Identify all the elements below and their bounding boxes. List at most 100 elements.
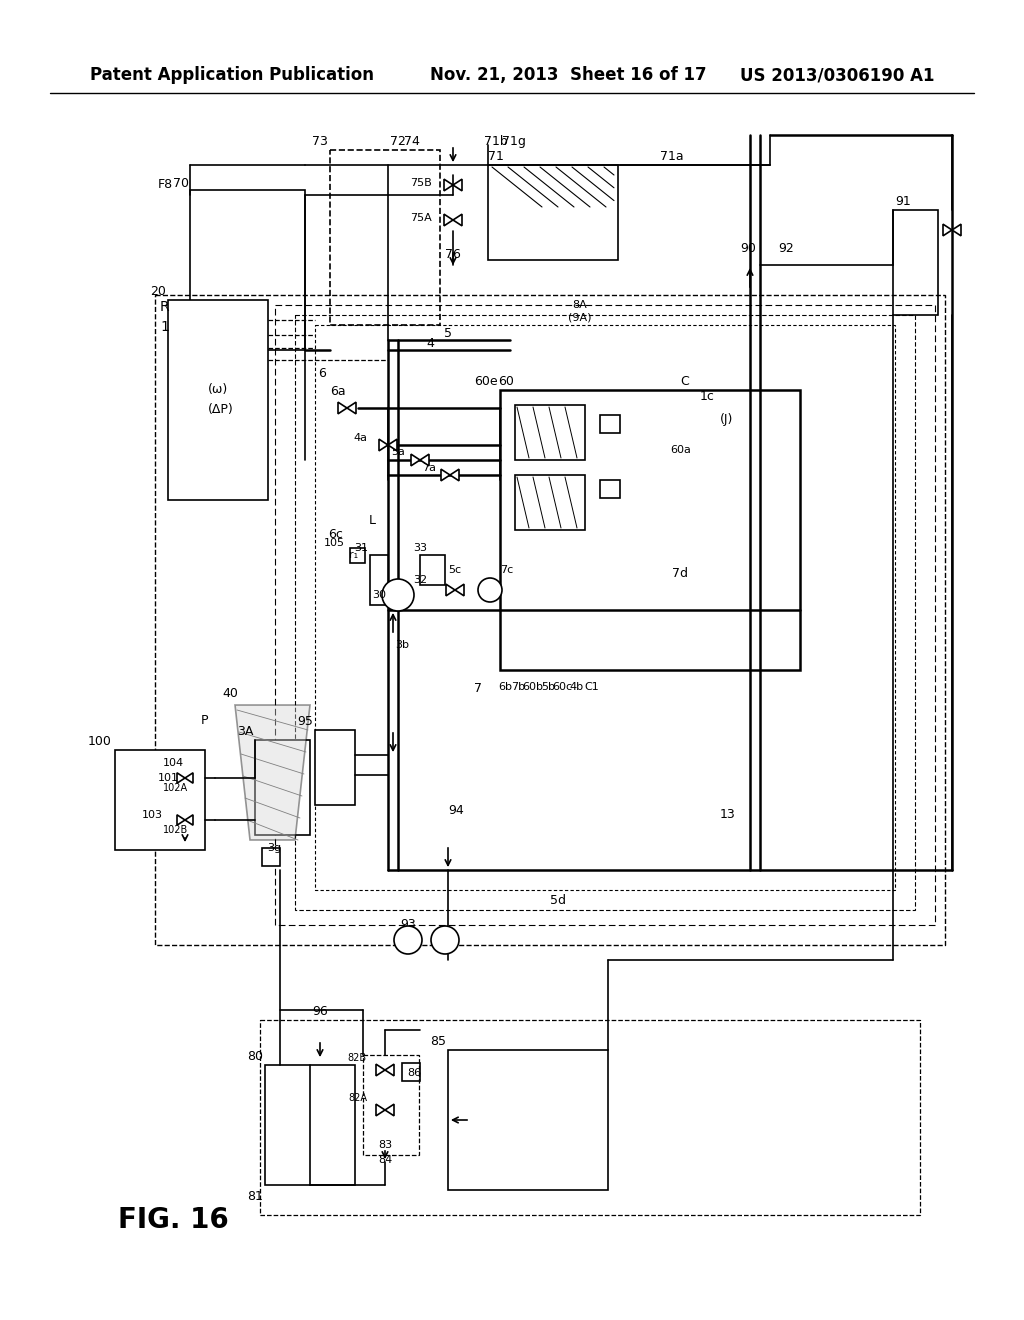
Text: 5: 5	[444, 327, 452, 341]
Text: 40: 40	[222, 686, 238, 700]
Text: 82B: 82B	[348, 1053, 367, 1063]
Text: 4b: 4b	[570, 682, 584, 692]
Bar	[115, 750, 205, 850]
Bar	[515, 405, 585, 459]
Text: 91: 91	[895, 195, 910, 209]
Text: 30: 30	[372, 590, 386, 601]
Text: 6a: 6a	[330, 385, 346, 399]
Text: 4a: 4a	[353, 433, 367, 444]
Text: Nov. 21, 2013  Sheet 16 of 17: Nov. 21, 2013 Sheet 16 of 17	[430, 66, 707, 84]
Text: 3b: 3b	[395, 640, 409, 649]
Polygon shape	[385, 1104, 394, 1115]
Text: 86: 86	[407, 1068, 421, 1078]
Polygon shape	[376, 1064, 385, 1076]
Polygon shape	[177, 814, 185, 825]
Polygon shape	[453, 214, 462, 226]
Text: 7b: 7b	[511, 682, 525, 692]
Text: C: C	[680, 375, 689, 388]
Polygon shape	[441, 469, 450, 480]
Text: L: L	[369, 513, 376, 527]
Bar	[370, 554, 388, 605]
Polygon shape	[444, 180, 453, 191]
Text: 32: 32	[413, 576, 427, 585]
Text: 60: 60	[498, 375, 514, 388]
Text: 33: 33	[413, 543, 427, 553]
Text: 8A: 8A	[572, 300, 588, 310]
Bar	[295, 315, 915, 909]
Text: 102A: 102A	[163, 783, 188, 793]
Bar	[488, 165, 618, 260]
Text: F8: F8	[158, 178, 173, 191]
Text: 6: 6	[318, 367, 326, 380]
Text: 60c: 60c	[552, 682, 572, 692]
Polygon shape	[185, 772, 193, 783]
Bar	[275, 305, 935, 925]
Text: 83: 83	[378, 1140, 392, 1150]
Bar	[420, 554, 445, 585]
Bar	[600, 414, 620, 433]
Text: 84: 84	[378, 1155, 392, 1166]
Polygon shape	[455, 585, 464, 595]
Text: 7: 7	[474, 682, 482, 696]
Text: 85: 85	[430, 1035, 446, 1048]
Bar	[515, 475, 585, 531]
Text: 81: 81	[247, 1191, 263, 1203]
Bar	[350, 548, 365, 564]
Bar	[315, 730, 355, 805]
Circle shape	[394, 927, 422, 954]
Text: 71: 71	[488, 150, 504, 162]
Bar	[260, 1020, 920, 1214]
Text: 5d: 5d	[550, 894, 566, 907]
Polygon shape	[444, 214, 453, 226]
Bar	[168, 300, 268, 500]
Text: 60b: 60b	[522, 682, 544, 692]
Text: 5c: 5c	[449, 565, 462, 576]
Text: 82A: 82A	[348, 1093, 367, 1104]
Text: 7d: 7d	[672, 568, 688, 579]
Bar	[330, 150, 440, 325]
Text: 4: 4	[426, 337, 434, 350]
Text: 75A: 75A	[411, 213, 432, 223]
Text: R: R	[160, 300, 170, 314]
Text: 101: 101	[158, 774, 179, 783]
Bar	[893, 210, 938, 315]
Text: 105: 105	[324, 539, 345, 548]
Text: 70: 70	[173, 177, 189, 190]
Text: 73: 73	[312, 135, 328, 148]
Text: C1: C1	[585, 682, 599, 692]
Polygon shape	[943, 224, 952, 236]
Text: 72: 72	[390, 135, 406, 148]
Text: 80: 80	[247, 1049, 263, 1063]
Text: 13: 13	[720, 808, 736, 821]
Polygon shape	[385, 1064, 394, 1076]
Polygon shape	[450, 469, 459, 480]
Polygon shape	[185, 814, 193, 825]
Text: 31: 31	[354, 543, 368, 553]
Text: 76: 76	[445, 248, 461, 261]
Polygon shape	[347, 403, 356, 414]
Text: 93: 93	[400, 917, 416, 931]
Text: 74: 74	[404, 135, 420, 148]
Bar	[315, 325, 895, 890]
Polygon shape	[453, 180, 462, 191]
Polygon shape	[952, 224, 961, 236]
Text: 92: 92	[778, 242, 794, 255]
Bar	[255, 741, 310, 836]
Text: 71g: 71g	[502, 135, 526, 148]
Text: (ΔP): (ΔP)	[208, 404, 233, 417]
Bar	[600, 480, 620, 498]
Text: 96: 96	[312, 1005, 328, 1018]
Bar	[402, 1063, 420, 1081]
Polygon shape	[376, 1104, 385, 1115]
Text: 102B: 102B	[163, 825, 188, 836]
Polygon shape	[177, 772, 185, 783]
Text: US 2013/0306190 A1: US 2013/0306190 A1	[740, 66, 935, 84]
Polygon shape	[420, 454, 429, 466]
Bar	[155, 294, 945, 945]
Polygon shape	[379, 440, 388, 451]
Text: 5a: 5a	[391, 447, 406, 457]
Text: 71a: 71a	[660, 150, 684, 162]
Text: 5b: 5b	[541, 682, 555, 692]
Text: 103: 103	[142, 810, 163, 820]
Text: 94: 94	[449, 804, 464, 817]
